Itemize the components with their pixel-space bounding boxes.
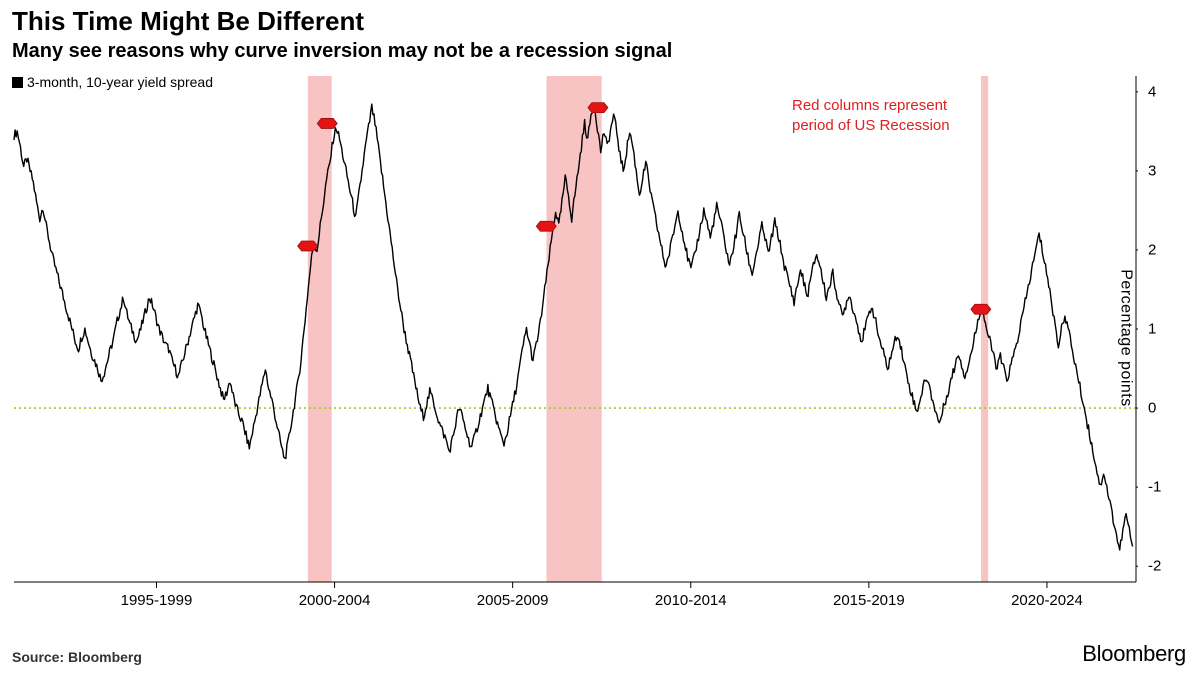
y-tick-label: -2 — [1148, 558, 1161, 575]
y-tick-label: 2 — [1148, 241, 1156, 258]
y-tick-label: 0 — [1148, 400, 1156, 417]
y-tick-label: 3 — [1148, 162, 1156, 179]
x-tick-label: 2005-2009 — [477, 592, 549, 609]
brand-logo: Bloomberg — [1082, 641, 1186, 667]
x-tick-label: 2010-2014 — [655, 592, 727, 609]
y-tick-label: 1 — [1148, 321, 1156, 338]
y-axis-title: Percentage points — [1116, 269, 1134, 406]
x-tick-label: 2000-2004 — [299, 592, 371, 609]
chart-container: This Time Might Be Different Many see re… — [0, 0, 1200, 675]
y-tick-label: -1 — [1148, 479, 1161, 496]
annotation-line1: Red columns represent — [792, 96, 950, 116]
annotation-line2: period of US Recession — [792, 116, 950, 136]
y-tick-label: 4 — [1148, 83, 1156, 100]
x-tick-label: 2015-2019 — [833, 592, 905, 609]
source-text: Source: Bloomberg — [12, 649, 142, 665]
x-tick-label: 1995-1999 — [121, 592, 193, 609]
chart-subtitle: Many see reasons why curve inversion may… — [12, 40, 672, 63]
plot-area — [12, 72, 1138, 602]
x-tick-label: 2020-2024 — [1011, 592, 1083, 609]
chart-title: This Time Might Be Different — [12, 6, 364, 37]
recession-annotation: Red columns represent period of US Reces… — [792, 96, 950, 137]
